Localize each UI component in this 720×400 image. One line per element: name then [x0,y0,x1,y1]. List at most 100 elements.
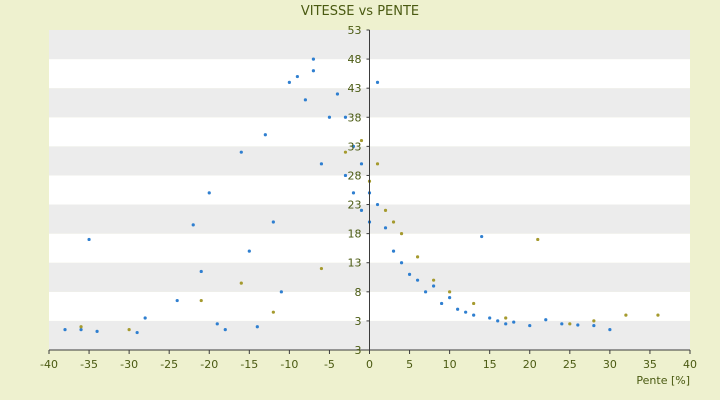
data-point [343,115,348,119]
data-point [327,115,332,119]
data-point [271,220,275,224]
data-point [528,323,532,328]
data-point [311,69,316,73]
data-point [359,162,364,166]
y-tick-label: 23 [348,199,362,212]
x-tick-label: 5 [406,358,413,371]
data-point [407,272,412,276]
data-point [127,328,131,332]
data-point [480,234,484,239]
data-point [391,249,396,253]
data-point [415,278,420,282]
data-point [432,284,436,288]
x-tick-label: -30 [120,358,138,371]
data-point [415,255,420,259]
data-point [560,322,564,326]
data-point [423,290,428,294]
x-tick-label: -5 [324,358,335,371]
data-point [399,261,404,265]
x-tick-label: 40 [683,358,697,371]
data-point [287,80,291,84]
x-tick-label: -20 [200,358,218,371]
data-point [592,319,596,323]
data-point [311,57,316,61]
x-tick-label: 15 [483,358,497,371]
data-point [351,144,356,148]
data-point [472,301,476,306]
data-point [215,322,219,326]
data-point [504,316,508,320]
data-point [199,298,203,303]
data-point [375,162,380,166]
y-tick-label: 3 [355,315,362,328]
y-tick-label: 38 [348,111,362,124]
data-point [239,150,243,154]
data-point [656,313,660,317]
x-tick-label: 10 [443,358,457,371]
data-point [568,322,572,326]
data-point [199,269,203,274]
data-point [375,80,380,84]
scatter-points [63,57,660,335]
data-point [143,316,147,320]
data-point [592,323,596,328]
data-point [247,249,251,253]
x-tick-label: -35 [80,358,98,371]
data-point [207,191,211,195]
data-point [488,316,492,320]
data-point [496,319,500,323]
x-tick-label: 25 [563,358,577,371]
data-point [359,138,364,143]
y-tick-label: 48 [348,53,362,66]
x-tick-label: 30 [603,358,617,371]
x-tick-label: 20 [523,358,537,371]
data-point [343,173,348,178]
data-point [175,298,179,303]
x-axis-label: Pente [%] [636,374,690,387]
data-point [343,150,348,154]
data-point [223,328,227,332]
data-point [472,313,476,317]
data-point [79,325,83,329]
data-point [383,226,388,230]
data-point [448,290,452,294]
data-point [440,301,444,306]
data-point [432,278,436,282]
data-point [359,208,364,212]
data-point [95,329,99,333]
y-tick-label: 53 [348,24,362,37]
x-tick-label: 0 [366,358,373,371]
data-point [383,208,388,212]
y-tick-label: 18 [348,228,362,241]
data-point [335,92,340,96]
x-tick-label: -40 [40,358,58,371]
x-tick-label: -15 [240,358,258,371]
chart-title: VITESSE vs PENTE [301,4,419,19]
data-point [255,325,259,329]
data-point [319,266,324,271]
data-point [608,328,612,332]
data-point [319,162,324,166]
data-point [576,323,580,327]
data-point [135,330,139,335]
data-point [303,98,307,102]
data-point [87,237,91,242]
y-tick-label: 28 [348,169,362,182]
data-point [512,320,516,324]
data-point [63,328,67,332]
x-tick-label: 35 [643,358,657,371]
y-tick-label: 3 [355,344,362,357]
data-point [624,313,628,317]
data-point [351,191,356,195]
x-tick-label: -10 [280,358,298,371]
y-tick-label: 33 [348,140,362,153]
data-point [456,307,460,311]
data-point [536,237,540,242]
data-point [191,223,195,227]
data-point [399,232,404,236]
data-point [504,322,508,326]
y-tick-label: 13 [348,257,362,270]
data-point [464,310,468,314]
data-point [375,202,380,207]
